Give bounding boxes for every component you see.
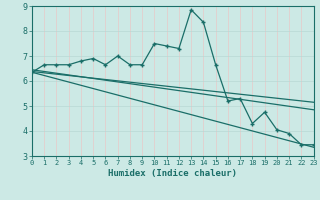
X-axis label: Humidex (Indice chaleur): Humidex (Indice chaleur) [108,169,237,178]
